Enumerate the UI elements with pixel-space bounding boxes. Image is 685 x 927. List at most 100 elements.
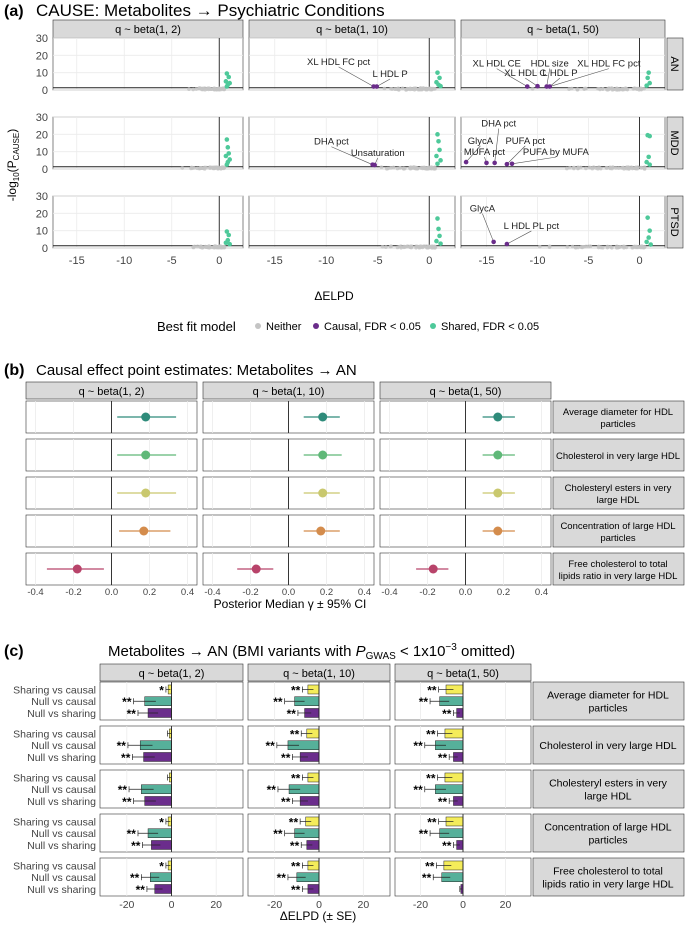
annotation-leader	[482, 213, 494, 243]
x-tick-label: -15	[267, 255, 283, 267]
metabolite-label: Cholesterol in very large HDL	[556, 451, 680, 462]
panel-c-title-exp: −3	[445, 642, 457, 653]
annotation-label: GlycA	[470, 204, 496, 215]
shared-point	[646, 70, 651, 75]
panel-c-title-p: P	[356, 643, 366, 660]
significance-label: **	[422, 871, 432, 885]
panel-a-legend: Best fit model Neither Causal, FDR < 0.0…	[157, 319, 539, 334]
significance-label: **	[130, 871, 140, 885]
neither-point	[405, 86, 410, 91]
neither-point	[588, 244, 593, 249]
comparison-label: Null vs sharing	[27, 708, 96, 720]
neither-point	[429, 165, 434, 170]
significance-label: **	[438, 751, 448, 765]
neither-point	[398, 166, 402, 170]
neither-point	[636, 245, 641, 250]
significance-label: **	[442, 707, 452, 721]
facet-panel	[248, 195, 456, 249]
significance-label: **	[267, 783, 277, 797]
neither-point	[570, 244, 575, 249]
neither-point	[206, 86, 211, 90]
annotation-leader	[506, 145, 526, 165]
comparison-label: Null vs sharing	[27, 796, 96, 808]
significance-label: **	[281, 795, 291, 809]
x-tick-label: -20	[267, 899, 282, 911]
neither-point	[180, 166, 185, 170]
neither-point	[221, 166, 225, 170]
facet-panel	[52, 116, 244, 170]
estimate-point	[141, 450, 151, 460]
annotation-label: MUFA pct	[464, 147, 506, 158]
shared-point	[224, 84, 230, 89]
legend-title: Best fit model	[157, 319, 236, 334]
facet-col-label: q ~ beta(1, 50)	[427, 668, 499, 680]
neither-point	[537, 244, 542, 249]
shared-point	[644, 159, 649, 165]
shared-point	[223, 153, 229, 159]
causal-point	[374, 84, 380, 89]
y-tick-label: 30	[36, 191, 48, 203]
neither-point	[187, 87, 191, 92]
facet-col-label: q ~ beta(1, 10)	[316, 24, 388, 36]
facet-col-label: q ~ beta(1, 10)	[283, 668, 355, 680]
significance-label: **	[266, 739, 276, 753]
panel-b-plot: q ~ beta(1, 2) q ~ beta(1, 10) q ~ beta(1,…	[25, 381, 685, 598]
neither-point	[565, 166, 569, 171]
facet-col-strip	[25, 381, 198, 400]
x-tick-label: 0.4	[358, 587, 371, 598]
significance-label: **	[413, 783, 423, 797]
panel-c-title-end: < 1x10	[396, 643, 446, 660]
legend-causal-swatch	[313, 323, 319, 329]
comparison-label: Null vs causal	[31, 828, 96, 840]
facet-panel	[460, 37, 666, 91]
panel-b-xlabel: Posterior Median γ ± 95% CI	[214, 597, 367, 611]
annotation-leader	[494, 128, 500, 163]
facet-panel	[460, 195, 666, 249]
annotation-leader	[546, 68, 551, 87]
neither-point	[414, 244, 418, 249]
significance-label: **	[118, 783, 128, 797]
neither-point	[384, 166, 389, 171]
shared-point	[437, 75, 442, 81]
panel-c-tag: (c)	[4, 643, 24, 660]
annotation-label: PUFA pct	[505, 136, 545, 147]
metabolite-label: Average diameter for HDL	[563, 407, 673, 418]
neither-point	[427, 245, 432, 250]
facet-panel	[248, 116, 456, 170]
neither-point	[389, 244, 393, 249]
neither-point	[215, 166, 220, 170]
neither-point	[390, 87, 394, 91]
comparison-label: Sharing vs causal	[13, 860, 96, 872]
shared-point	[438, 83, 443, 89]
neither-point	[615, 88, 620, 92]
estimate-point	[316, 526, 326, 536]
comparison-label: Null vs causal	[31, 696, 96, 708]
significance-label: **	[419, 695, 429, 709]
y-tick-label: 0	[42, 164, 48, 176]
significance-label: **	[291, 883, 301, 897]
shared-point	[647, 228, 652, 233]
facet-col-label: q ~ beta(1, 2)	[79, 386, 145, 398]
shared-point	[645, 75, 650, 81]
shared-point	[646, 154, 651, 160]
panel-c-title-main: Metabolites → AN (BMI variants with	[108, 643, 356, 660]
estimate-point	[141, 488, 151, 498]
panel-a-plot: q ~ beta(1, 2) q ~ beta(1, 10) q ~ beta(1,…	[36, 19, 684, 267]
annotation-leader	[525, 77, 538, 87]
x-tick-label: -0.2	[419, 587, 435, 598]
significance-label: **	[273, 827, 283, 841]
neither-point	[413, 166, 417, 170]
shared-point	[225, 145, 231, 150]
estimate-point	[72, 564, 82, 574]
annotation-leader	[511, 156, 556, 165]
annotation-label: XL HDL CE	[472, 59, 520, 70]
y-tick-label: 0	[42, 85, 48, 97]
metabolite-strip	[532, 857, 685, 897]
shared-point	[644, 83, 649, 88]
neither-point	[422, 166, 426, 171]
annotation-label: DHA pct	[481, 119, 516, 130]
neither-point	[639, 87, 643, 92]
estimate-point	[251, 564, 261, 574]
neither-point	[600, 245, 605, 250]
estimate-point	[493, 488, 503, 498]
